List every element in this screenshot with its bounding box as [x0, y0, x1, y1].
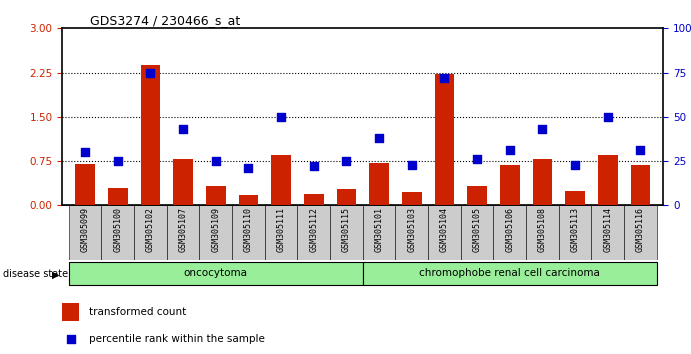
Text: GSM305107: GSM305107: [178, 207, 187, 252]
Point: [341, 158, 352, 164]
Bar: [108, 188, 128, 205]
Text: GSM305113: GSM305113: [571, 207, 580, 252]
Bar: [68, 262, 363, 285]
Point: [374, 135, 385, 141]
Bar: [598, 155, 618, 205]
Text: GSM305111: GSM305111: [276, 207, 285, 252]
Bar: [304, 194, 323, 205]
Bar: [565, 190, 585, 205]
Text: GSM305100: GSM305100: [113, 207, 122, 252]
Bar: [500, 165, 520, 205]
Bar: [337, 189, 357, 205]
Text: GSM305103: GSM305103: [407, 207, 416, 252]
Point: [243, 165, 254, 171]
Text: GSM305115: GSM305115: [342, 207, 351, 252]
Point: [569, 162, 580, 167]
Text: GSM305116: GSM305116: [636, 207, 645, 252]
Text: GSM305102: GSM305102: [146, 207, 155, 252]
Bar: [428, 205, 461, 260]
Bar: [173, 159, 193, 205]
Bar: [102, 205, 134, 260]
Bar: [533, 159, 552, 205]
Bar: [559, 205, 591, 260]
Text: GSM305108: GSM305108: [538, 207, 547, 252]
Bar: [62, 303, 79, 321]
Text: GSM305112: GSM305112: [310, 207, 319, 252]
Text: oncocytoma: oncocytoma: [184, 268, 248, 279]
Text: GSM305104: GSM305104: [440, 207, 449, 252]
Bar: [493, 205, 526, 260]
Point: [79, 149, 91, 155]
Bar: [624, 205, 657, 260]
Bar: [461, 205, 493, 260]
Bar: [75, 164, 95, 205]
Bar: [395, 205, 428, 260]
Bar: [232, 205, 265, 260]
Point: [439, 75, 450, 81]
Bar: [435, 74, 454, 205]
Text: GSM305114: GSM305114: [603, 207, 612, 252]
Point: [308, 164, 319, 169]
Text: GSM305109: GSM305109: [211, 207, 220, 252]
Point: [537, 126, 548, 132]
Bar: [297, 205, 330, 260]
Text: GSM305106: GSM305106: [505, 207, 514, 252]
Bar: [272, 155, 291, 205]
Text: GSM305101: GSM305101: [375, 207, 384, 252]
Text: percentile rank within the sample: percentile rank within the sample: [89, 334, 265, 344]
Text: GSM305099: GSM305099: [81, 207, 90, 252]
Bar: [206, 186, 225, 205]
Point: [210, 158, 221, 164]
Bar: [167, 205, 200, 260]
Bar: [363, 262, 657, 285]
Point: [504, 148, 515, 153]
Text: chromophobe renal cell carcinoma: chromophobe renal cell carcinoma: [419, 268, 600, 279]
Bar: [402, 192, 422, 205]
Bar: [200, 205, 232, 260]
Text: GDS3274 / 230466_s_at: GDS3274 / 230466_s_at: [90, 14, 240, 27]
Bar: [238, 195, 258, 205]
Bar: [330, 205, 363, 260]
Bar: [140, 65, 160, 205]
Bar: [265, 205, 297, 260]
Point: [276, 114, 287, 120]
Point: [635, 148, 646, 153]
Bar: [631, 165, 650, 205]
Bar: [134, 205, 167, 260]
Bar: [68, 205, 102, 260]
Bar: [591, 205, 624, 260]
Text: transformed count: transformed count: [89, 307, 187, 317]
Point: [65, 336, 76, 342]
Bar: [467, 186, 487, 205]
Point: [112, 158, 123, 164]
Point: [178, 126, 189, 132]
Text: GSM305110: GSM305110: [244, 207, 253, 252]
Text: disease state: disease state: [3, 269, 68, 279]
Point: [603, 114, 614, 120]
Bar: [363, 205, 395, 260]
Point: [471, 156, 482, 162]
Bar: [369, 163, 389, 205]
Text: GSM305105: GSM305105: [473, 207, 482, 252]
Point: [406, 162, 417, 167]
Point: [145, 70, 156, 75]
Text: ▶: ▶: [52, 269, 59, 279]
Bar: [526, 205, 559, 260]
